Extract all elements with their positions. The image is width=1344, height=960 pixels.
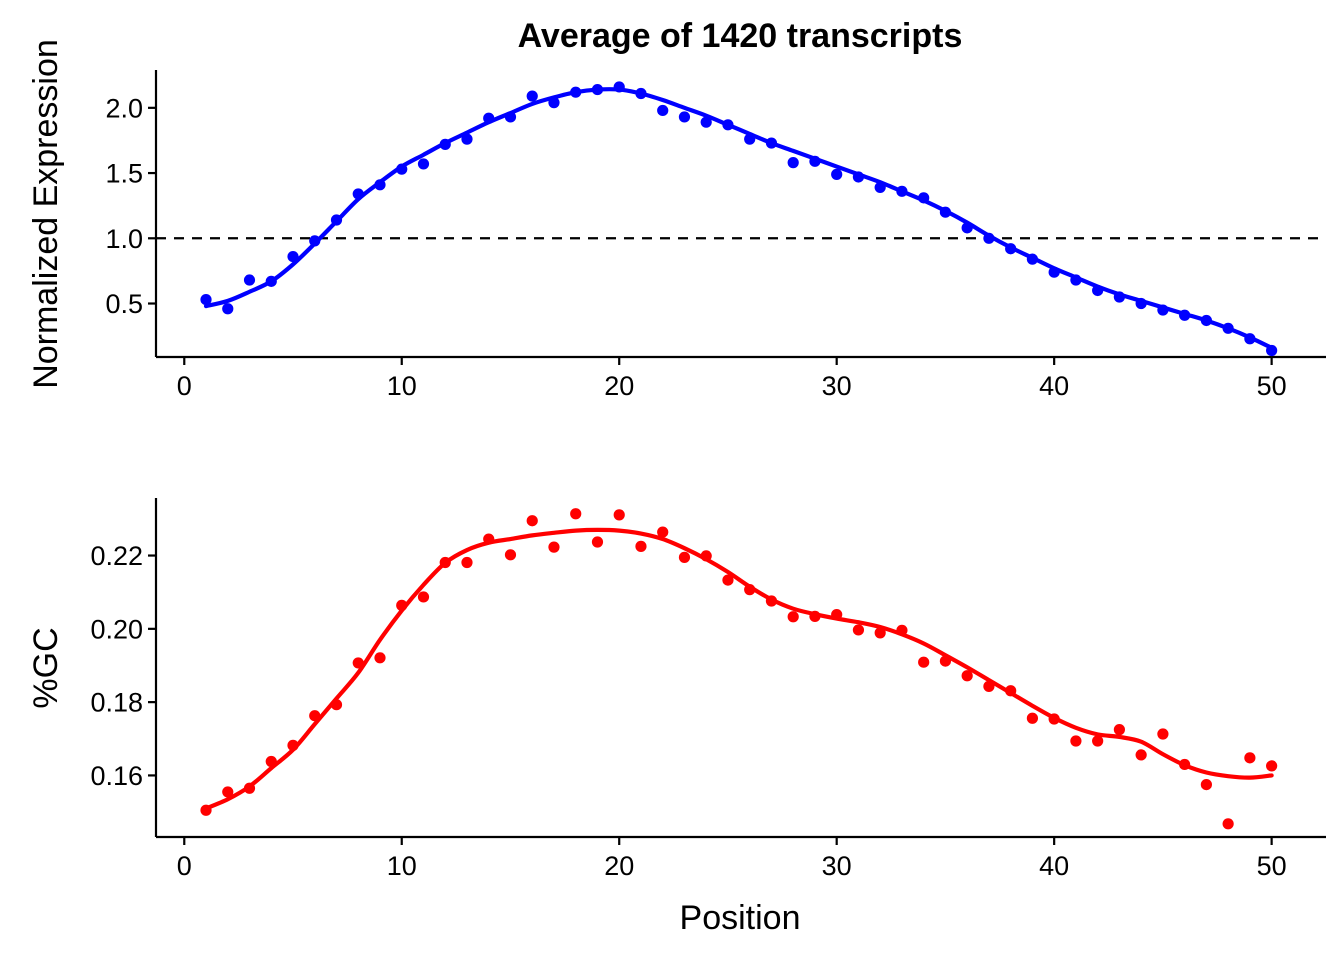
chart-title: Average of 1420 transcripts [518,17,963,55]
top-y-axis-label: Normalized Expression [27,39,65,389]
gc-x-tick-label: 30 [822,851,852,881]
expression-data-point [678,111,691,123]
gc-fit-line [203,527,1274,811]
gc-data-point [961,670,973,682]
expression-x-tick-label: 30 [822,371,852,401]
expression-panel: 0.5 1.0 1.5 2.0 0 10 20 30 40 50 [105,70,1326,401]
gc-data-point [1244,752,1256,764]
gc-data-point [1113,724,1125,736]
gc-x-tick-label: 0 [177,851,192,881]
gc-data-point [526,515,538,527]
gc-data-point [787,611,799,623]
gc-data-point [722,574,734,586]
bottom-y-axis-label: %GC [27,627,65,708]
expression-x-tick-label: 50 [1257,371,1287,401]
gc-data-point [874,627,886,639]
gc-data-point [1157,728,1169,740]
gc-y-tick-label: 0.18 [90,688,143,718]
expression-data-point [831,168,843,180]
gc-y-tick-label: 0.16 [90,761,143,791]
gc-data-point [613,509,625,521]
gc-data-point [417,591,430,603]
gc-data-point [918,656,930,668]
expression-y-tick-label: 1.0 [105,224,143,254]
gc-data-point [461,556,473,569]
gc-data-point [1200,778,1212,791]
expression-data-point [243,274,256,286]
gc-data-point [1026,712,1039,724]
gc-x-tick-label: 50 [1257,851,1287,881]
gc-y-tick-label: 0.20 [90,614,143,644]
gc-data-point [570,508,582,520]
x-axis-label: Position [680,899,801,937]
gc-data-point [374,652,386,664]
expression-x-tick-label: 10 [387,371,417,401]
expression-data-point [417,158,430,170]
gc-x-tick-label: 10 [387,851,417,881]
expression-data-point [700,116,712,128]
gc-data-point [1135,749,1147,761]
expression-data-point [526,90,538,102]
gc-x-tick-label: 20 [604,851,634,881]
expression-data-point [787,157,799,169]
gc-data-point [852,624,865,636]
expression-y-tick-label: 2.0 [105,93,143,123]
gc-x-tick-label: 40 [1039,851,1069,881]
gc-data-point [591,536,604,548]
gc-data-point [678,551,691,563]
expression-x-tick-label: 40 [1039,371,1069,401]
gc-data-point [222,786,234,798]
expression-y-tick-label: 1.5 [105,159,143,189]
gc-data-point [1222,818,1234,830]
gc-data-point [548,541,560,553]
expression-x-tick-label: 0 [177,371,192,401]
gc-y-tick-label: 0.22 [90,541,143,571]
gc-data-point [504,549,517,561]
gc-data-point [1070,735,1082,747]
expression-data-point [461,133,473,145]
expression-data-point [657,104,669,117]
expression-data-point [222,303,234,315]
gc-data-point [1092,735,1104,747]
expression-y-tick-label: 0.5 [105,289,143,319]
expression-x-tick-label: 20 [604,371,634,401]
gc-data-point [657,526,669,538]
gc-data-point [635,540,647,552]
expression-data-point [200,294,212,306]
expression-fit-line [203,87,1274,350]
gc-panel: 0.16 0.18 0.20 0.22 0 10 20 30 40 50 [90,498,1326,881]
gc-data-point [1266,760,1278,772]
